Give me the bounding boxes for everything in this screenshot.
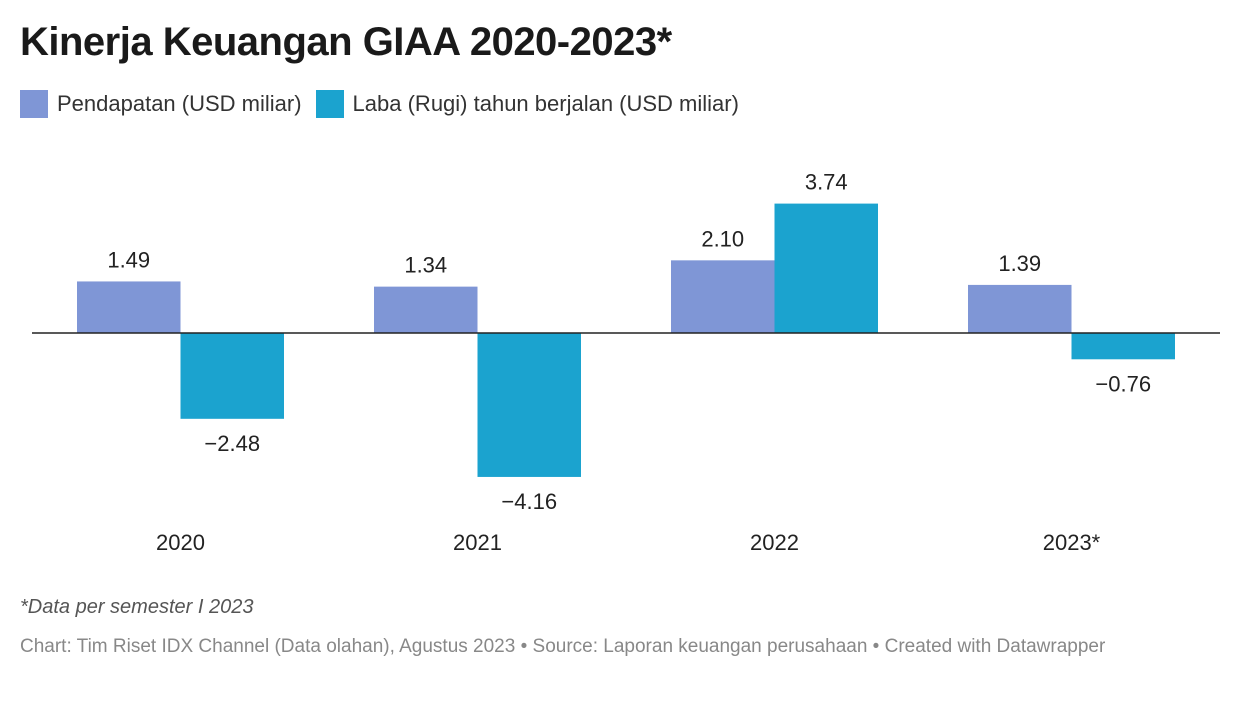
legend-item-profit-loss: Laba (Rugi) tahun berjalan (USD miliar) — [315, 90, 739, 118]
bar-chart: 1.49 −2.48 2020 1.34 −4.16 2021 2.10 3.74 2022 1.… — [32, 170, 1220, 555]
legend-swatch-profit-loss — [315, 90, 344, 118]
legend: Pendapatan (USD miliar) Laba (Rugi) tahu… — [20, 90, 753, 118]
value-label-profit-loss-2020: −2.48 — [204, 431, 260, 456]
bar-revenue-2020 — [77, 281, 181, 333]
value-label-profit-loss-2022: 3.74 — [805, 170, 848, 195]
legend-label-revenue: Pendapatan (USD miliar) — [57, 91, 302, 116]
value-label-profit-loss-2023: −0.76 — [1095, 371, 1151, 396]
x-tick-label-2021: 2021 — [453, 530, 502, 555]
bar-profit-loss-2021 — [477, 333, 581, 477]
x-tick-label-2020: 2020 — [156, 530, 205, 555]
value-label-revenue-2023: 1.39 — [998, 251, 1041, 276]
footnote: *Data per semester I 2023 — [20, 596, 254, 618]
value-label-revenue-2020: 1.49 — [107, 247, 150, 272]
bar-profit-loss-2023 — [1071, 333, 1175, 360]
legend-item-revenue: Pendapatan (USD miliar) — [20, 90, 302, 118]
value-label-revenue-2022: 2.10 — [701, 226, 744, 251]
credits: Chart: Tim Riset IDX Channel (Data olaha… — [20, 636, 1106, 657]
x-tick-label-2022: 2022 — [750, 530, 799, 555]
legend-swatch-revenue — [20, 90, 48, 118]
value-label-revenue-2021: 1.34 — [404, 253, 447, 278]
bar-profit-loss-2020 — [180, 333, 284, 419]
bar-revenue-2021 — [374, 286, 478, 333]
bar-profit-loss-2022 — [774, 203, 878, 333]
legend-label-profit-loss: Laba (Rugi) tahun berjalan (USD miliar) — [352, 91, 739, 116]
bar-revenue-2022 — [671, 260, 775, 333]
bar-revenue-2023 — [968, 284, 1072, 333]
chart-title: Kinerja Keuangan GIAA 2020-2023* — [20, 20, 672, 64]
x-tick-label-2023: 2023* — [1043, 530, 1101, 555]
value-label-profit-loss-2021: −4.16 — [501, 489, 557, 514]
